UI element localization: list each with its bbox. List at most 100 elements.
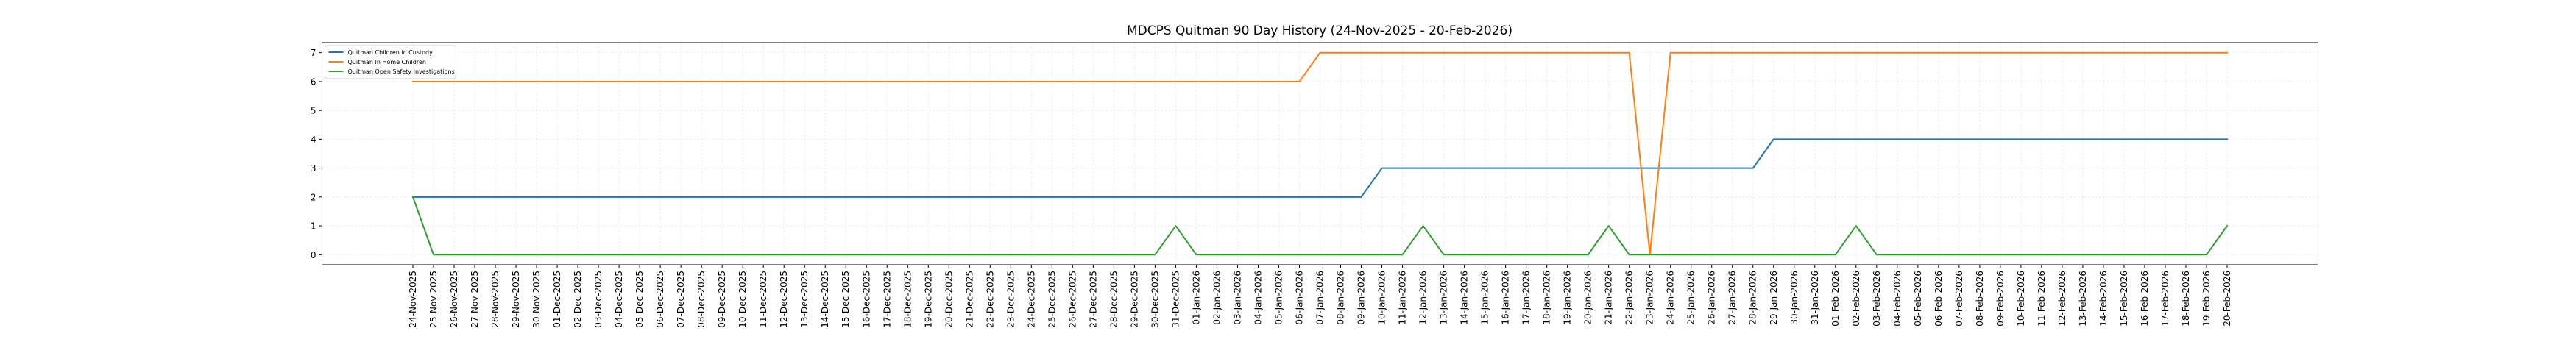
x-tick-label: 09-Feb-2026 [1995, 271, 2006, 327]
y-tick-label: 6 [311, 76, 316, 87]
x-tick-label: 21-Dec-2025 [964, 271, 974, 328]
x-tick-label: 25-Jan-2026 [1686, 271, 1696, 325]
x-tick-label: 20-Feb-2026 [2222, 271, 2232, 327]
x-tick-label: 23-Dec-2025 [1005, 271, 1016, 328]
x-tick-label: 01-Dec-2025 [552, 271, 562, 328]
x-tick-label: 19-Jan-2026 [1563, 271, 1573, 325]
x-tick-label: 23-Jan-2026 [1645, 271, 1655, 325]
x-tick-label: 15-Jan-2026 [1480, 271, 1490, 325]
x-tick-label: 21-Jan-2026 [1604, 271, 1614, 325]
x-tick-label: 03-Jan-2026 [1232, 271, 1242, 325]
x-tick-label: 18-Jan-2026 [1542, 271, 1552, 325]
x-tick-label: 05-Dec-2025 [634, 271, 645, 328]
x-tick-label: 18-Feb-2026 [2181, 271, 2191, 327]
x-tick-label: 29-Jan-2026 [1769, 271, 1779, 325]
x-tick-label: 16-Jan-2026 [1501, 271, 1511, 325]
x-tick-label: 02-Jan-2026 [1211, 271, 1222, 325]
x-tick-label: 31-Jan-2026 [1810, 271, 1820, 325]
x-tick-label: 26-Jan-2026 [1707, 271, 1717, 325]
y-tick-label: 0 [311, 250, 316, 260]
x-tick-label: 25-Dec-2025 [1047, 271, 1057, 328]
x-tick-label: 09-Jan-2026 [1356, 271, 1367, 325]
x-tick-label: 04-Jan-2026 [1253, 271, 1263, 325]
x-tick-label: 08-Feb-2026 [1975, 271, 1985, 327]
x-tick-label: 06-Jan-2026 [1294, 271, 1304, 325]
x-tick-label: 12-Feb-2026 [2057, 271, 2067, 327]
x-tick-label: 14-Jan-2026 [1459, 271, 1470, 325]
x-tick-label: 28-Nov-2025 [490, 271, 500, 328]
x-tick-label: 16-Dec-2025 [861, 271, 871, 328]
y-tick-label: 2 [311, 192, 316, 202]
y-tick-label: 1 [311, 221, 316, 232]
x-tick-label: 06-Dec-2025 [655, 271, 665, 328]
x-tick-label: 31-Dec-2025 [1170, 271, 1181, 328]
legend-label: Quitman Children in Custody [348, 49, 434, 56]
x-tick-label: 02-Dec-2025 [573, 271, 583, 328]
x-tick-label: 11-Dec-2025 [758, 271, 768, 328]
x-axis: 24-Nov-2025 25-Nov-2025 26-Nov-2025 27-Nov-… [408, 265, 2232, 328]
y-tick-label: 4 [311, 135, 316, 145]
x-tick-label: 10-Dec-2025 [737, 271, 748, 328]
x-tick-label: 27-Jan-2026 [1727, 271, 1738, 325]
series-layer [411, 51, 2229, 256]
y-axis: 0 1 2 3 4 5 6 7 [311, 48, 322, 260]
x-tick-label: 26-Dec-2025 [1067, 271, 1078, 328]
x-tick-label: 01-Jan-2026 [1191, 271, 1201, 325]
x-tick-label: 08-Dec-2025 [696, 271, 707, 328]
x-tick-label: 14-Dec-2025 [820, 271, 830, 328]
x-tick-label: 07-Jan-2026 [1315, 271, 1326, 325]
x-tick-label: 22-Dec-2025 [985, 271, 995, 328]
x-tick-label: 13-Jan-2026 [1439, 271, 1449, 325]
x-tick-label: 27-Nov-2025 [470, 271, 480, 328]
x-tick-label: 30-Nov-2025 [531, 271, 542, 328]
x-tick-label: 14-Feb-2026 [2098, 271, 2109, 327]
x-tick-label: 11-Feb-2026 [2037, 271, 2047, 327]
x-tick-label: 20-Dec-2025 [944, 271, 954, 328]
x-tick-label: 03-Dec-2025 [593, 271, 604, 328]
x-tick-label: 26-Nov-2025 [449, 271, 459, 328]
x-tick-label: 04-Feb-2026 [1892, 271, 1903, 327]
x-tick-label: 17-Feb-2026 [2160, 271, 2170, 327]
x-tick-label: 17-Dec-2025 [882, 271, 892, 328]
x-tick-label: 30-Dec-2025 [1150, 271, 1160, 328]
x-tick-label: 24-Nov-2025 [408, 271, 418, 328]
series-line-0 [412, 138, 2228, 198]
x-tick-label: 24-Dec-2025 [1026, 271, 1036, 328]
x-tick-label: 27-Dec-2025 [1088, 271, 1098, 328]
x-tick-label: 20-Jan-2026 [1583, 271, 1593, 325]
y-tick-label: 7 [311, 48, 316, 58]
legend-box [325, 45, 456, 79]
x-tick-label: 05-Feb-2026 [1913, 271, 1923, 327]
x-tick-label: 22-Jan-2026 [1624, 271, 1635, 325]
x-tick-label: 11-Jan-2026 [1398, 271, 1408, 325]
x-tick-label: 04-Dec-2025 [614, 271, 624, 328]
x-tick-label: 17-Jan-2026 [1521, 271, 1532, 325]
x-tick-label: 12-Jan-2026 [1418, 271, 1429, 325]
x-tick-label: 25-Nov-2025 [428, 271, 439, 328]
series-line-2 [411, 196, 2229, 256]
x-tick-label: 16-Feb-2026 [2140, 271, 2150, 327]
x-tick-label: 28-Jan-2026 [1748, 271, 1758, 325]
x-tick-label: 10-Feb-2026 [2016, 271, 2026, 327]
x-tick-label: 12-Dec-2025 [779, 271, 789, 328]
chart-title: MDCPS Quitman 90 Day History (24-Nov-202… [1127, 24, 1512, 38]
x-tick-label: 01-Feb-2026 [1830, 271, 1841, 327]
x-tick-label: 29-Nov-2025 [511, 271, 521, 328]
x-tick-label: 03-Feb-2026 [1872, 271, 1882, 327]
x-tick-label: 02-Feb-2026 [1851, 271, 1861, 327]
x-tick-label: 05-Jan-2026 [1273, 271, 1284, 325]
x-tick-label: 18-Dec-2025 [902, 271, 913, 328]
series-line-1 [412, 51, 2228, 256]
legend-label: Quitman In Home Children [348, 59, 426, 65]
x-tick-label: 06-Feb-2026 [1933, 271, 1944, 327]
x-tick-label: 10-Jan-2026 [1377, 271, 1387, 325]
x-tick-label: 13-Dec-2025 [799, 271, 810, 328]
x-tick-label: 28-Dec-2025 [1108, 271, 1119, 328]
x-tick-label: 19-Feb-2026 [2201, 271, 2212, 327]
x-tick-label: 09-Dec-2025 [717, 271, 727, 328]
x-tick-label: 19-Dec-2025 [923, 271, 933, 328]
x-tick-label: 07-Feb-2026 [1954, 271, 1964, 327]
x-tick-label: 13-Feb-2026 [2078, 271, 2088, 327]
grid [322, 43, 2318, 265]
